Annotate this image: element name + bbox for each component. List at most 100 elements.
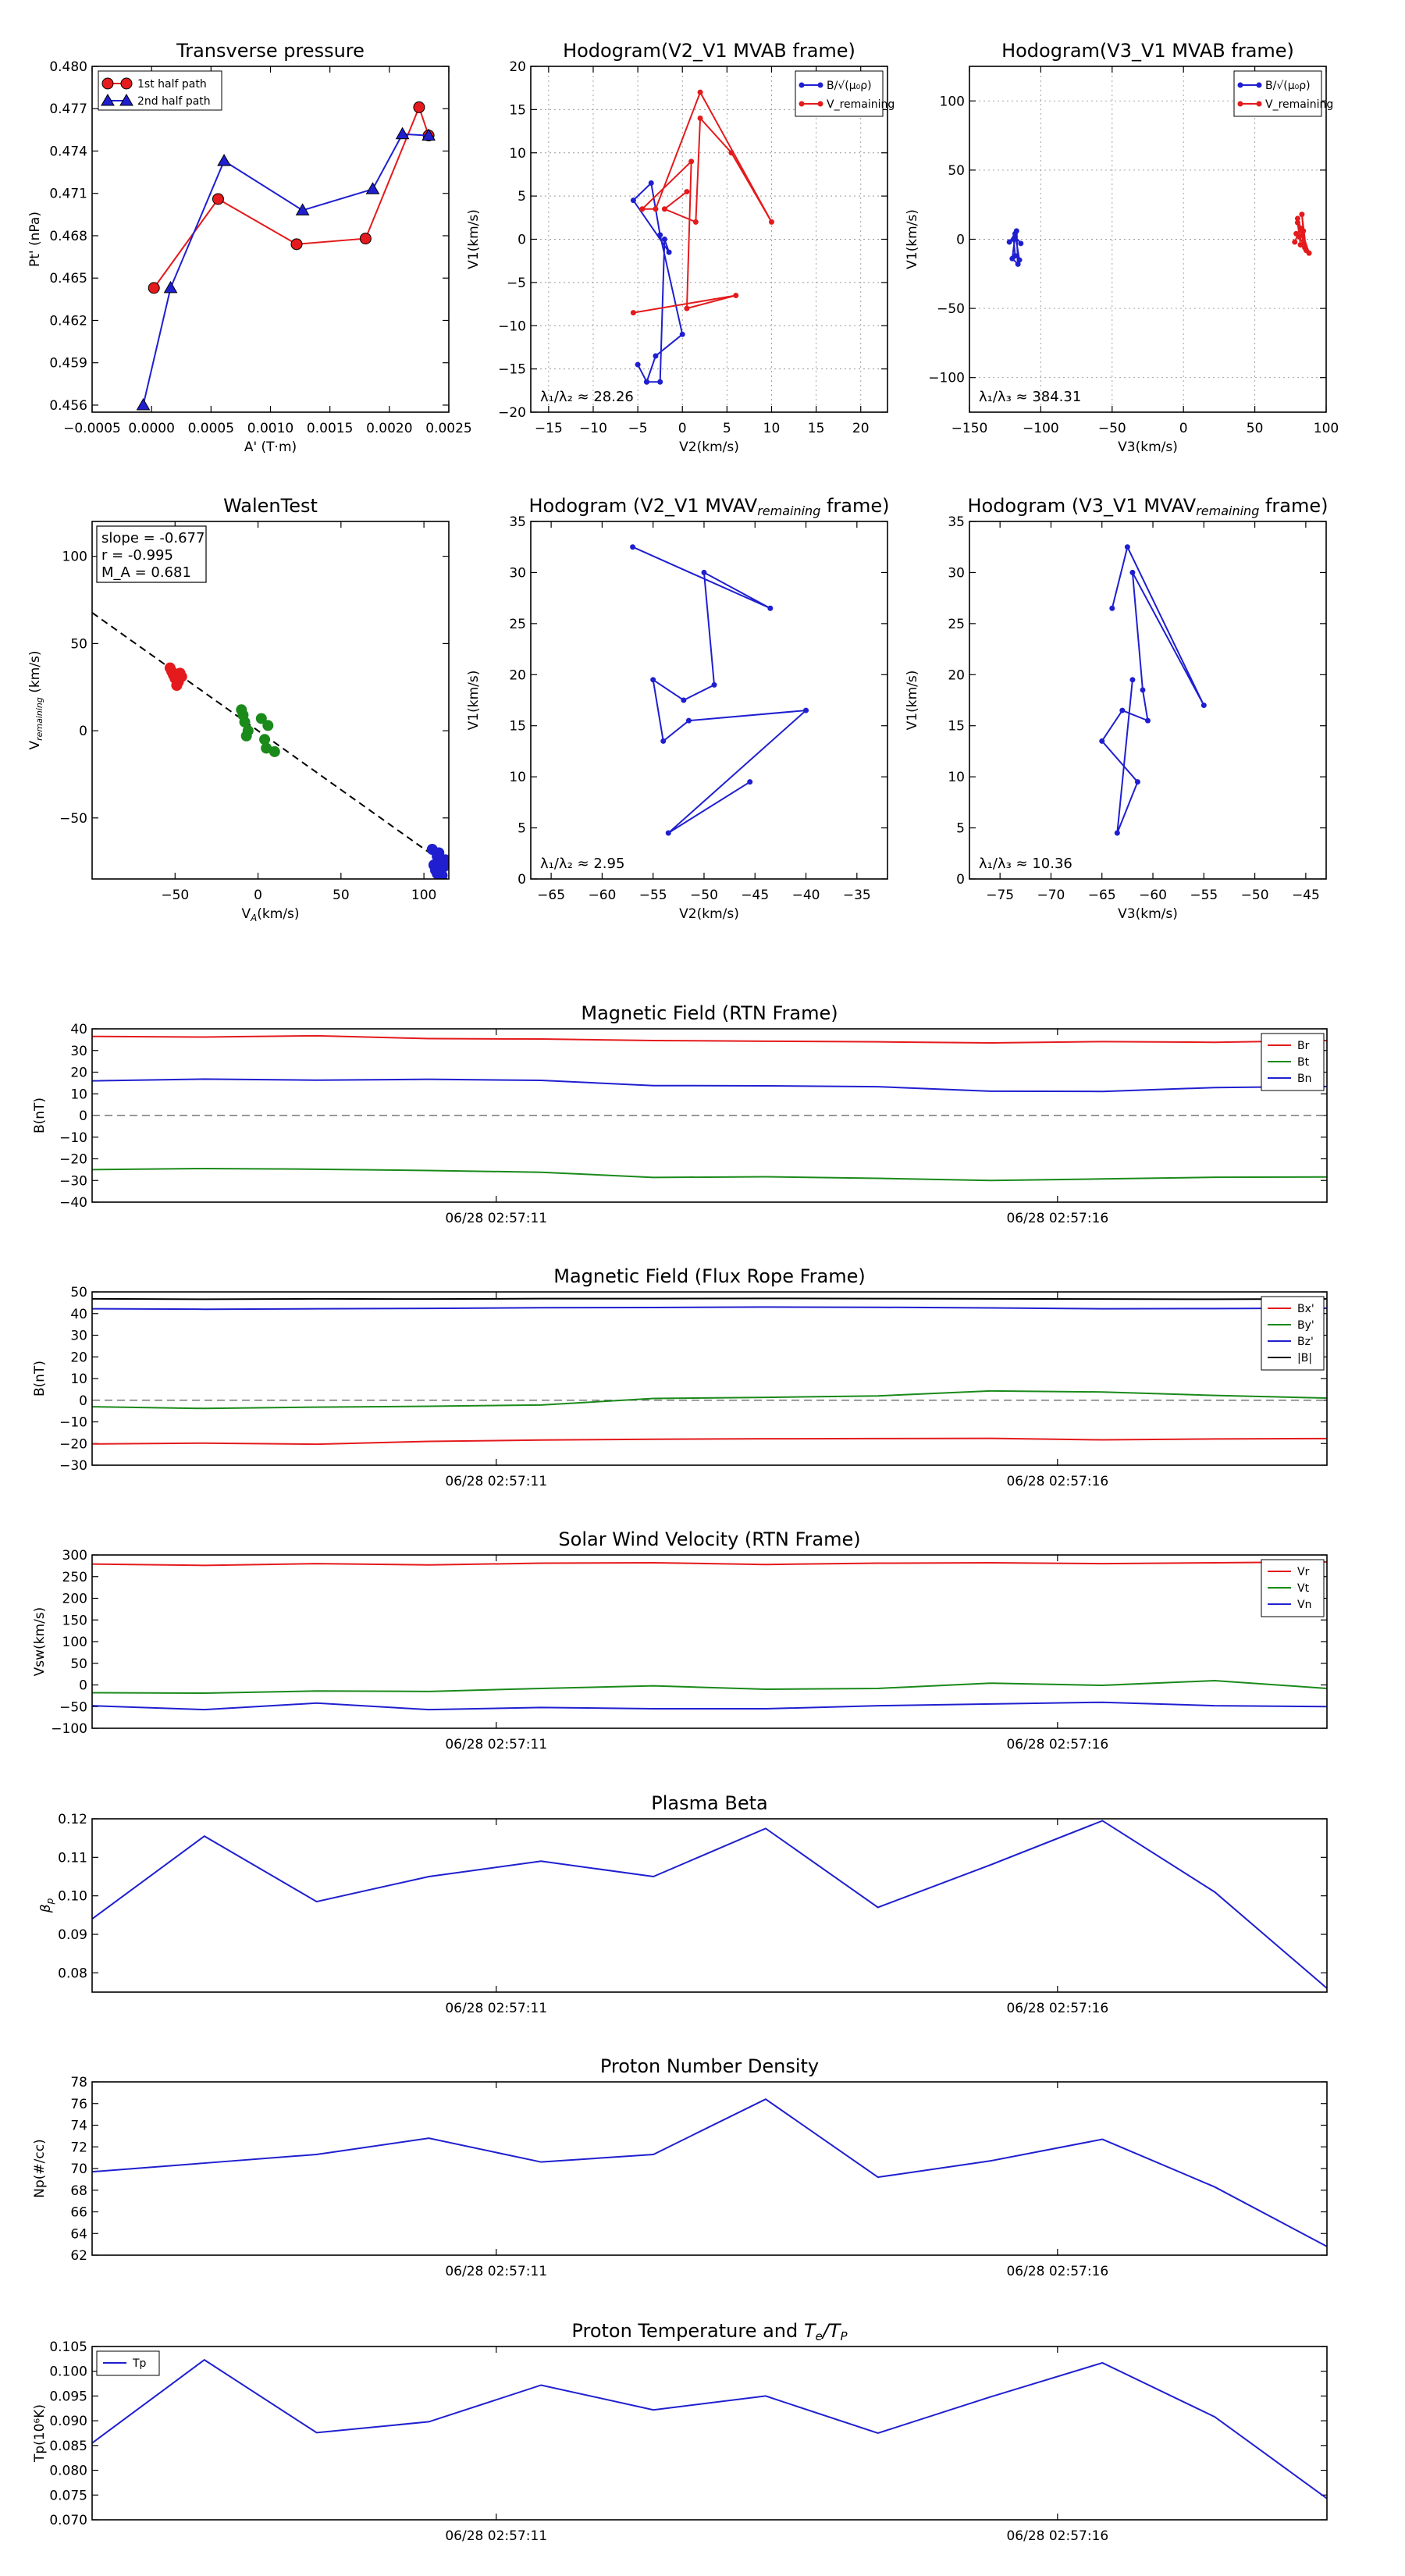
x-tick-label: −50 bbox=[161, 888, 189, 903]
series-line bbox=[142, 133, 429, 406]
y-tick-label: 0.08 bbox=[58, 1966, 87, 1981]
data-point bbox=[1109, 605, 1115, 611]
y-tick-label: 30 bbox=[509, 565, 526, 581]
x-axis-label: A' (T·m) bbox=[244, 439, 297, 455]
y-tick-label: 78 bbox=[70, 2075, 87, 2090]
scatter-point bbox=[261, 742, 272, 754]
chart-pt: 0.456 0.459 0.462 0.465 0.468 0.471 0.474 0.477… bbox=[27, 40, 472, 455]
stats-line: M_A = 0.681 bbox=[101, 564, 191, 581]
y-tick-label: 300 bbox=[62, 1548, 87, 1564]
x-tick-label: 50 bbox=[1247, 421, 1264, 436]
data-point bbox=[688, 158, 695, 165]
title-subscript: P bbox=[841, 2329, 848, 2343]
legend-label: Bt bbox=[1297, 1056, 1310, 1069]
legend-marker bbox=[120, 77, 133, 90]
y-tick-label: 68 bbox=[70, 2183, 87, 2199]
chart-h21: −20 −15 −10 −5 0 5 10 15 20 −15 −10 −5 0 5 10 15 20 Hodog… bbox=[466, 40, 895, 455]
x-tick-label: 0 bbox=[1179, 421, 1188, 436]
y-tick-label: −100 bbox=[928, 371, 965, 386]
series-line-Bt bbox=[92, 1167, 1327, 1182]
x-tick-label: 06/28 02:57:11 bbox=[445, 2528, 547, 2544]
y-tick-label: 0.080 bbox=[49, 2464, 87, 2479]
series-line bbox=[1101, 544, 1205, 834]
data-point bbox=[630, 310, 636, 316]
chart-title: Hodogram(V2_V1 MVAB frame) bbox=[563, 40, 855, 62]
plot-frame bbox=[91, 521, 450, 880]
data-point bbox=[395, 126, 410, 140]
y-tick-label: 0 bbox=[79, 724, 87, 739]
data-point bbox=[212, 193, 224, 205]
series-line-Bn bbox=[92, 1078, 1327, 1093]
scatter-point bbox=[176, 671, 187, 682]
y-tick-label: 50 bbox=[948, 163, 965, 179]
y-tick-label: 0.480 bbox=[49, 59, 87, 75]
y-tick-label: 0 bbox=[956, 233, 965, 248]
x-tick-label: −50 bbox=[1241, 888, 1269, 903]
y-tick-label: 50 bbox=[70, 1656, 87, 1672]
legend-marker bbox=[799, 82, 805, 88]
y-axis-label: V1(km/s) bbox=[466, 209, 482, 269]
plot-frame bbox=[91, 2346, 1328, 2521]
y-axis-label: V1(km/s) bbox=[905, 209, 920, 269]
legend-marker bbox=[799, 101, 805, 107]
data-point bbox=[217, 154, 231, 166]
y-tick-label: 0.090 bbox=[49, 2414, 87, 2429]
y-tick-label: 0 bbox=[518, 233, 526, 248]
series-line-Np bbox=[92, 2098, 1327, 2247]
data-point bbox=[660, 738, 667, 744]
y-tick-label: 20 bbox=[948, 667, 965, 683]
scatter-point bbox=[433, 847, 445, 859]
y-tick-label: −10 bbox=[59, 1130, 87, 1146]
y-tick-label: −30 bbox=[59, 1458, 87, 1474]
data-point bbox=[413, 101, 425, 113]
legend-label: 1st half path bbox=[137, 78, 207, 91]
series-line-Br bbox=[92, 1034, 1327, 1044]
legend-label: By' bbox=[1297, 1319, 1314, 1332]
y-tick-label: 0.465 bbox=[49, 271, 87, 286]
series-line-Vt bbox=[92, 1679, 1327, 1695]
y-tick-label: 40 bbox=[70, 1307, 87, 1322]
plot-frame bbox=[530, 66, 888, 413]
chart-title: Proton Temperature and Te/TP bbox=[571, 2320, 848, 2343]
plot-frame bbox=[91, 1028, 1328, 1203]
y-tick-label: 0.10 bbox=[58, 1889, 87, 1905]
data-point bbox=[665, 830, 671, 836]
data-point bbox=[697, 89, 703, 95]
y-tick-label: 0 bbox=[956, 872, 965, 888]
stats-line: slope = -0.677 bbox=[101, 530, 205, 546]
y-tick-label: 0.095 bbox=[49, 2389, 87, 2404]
data-point bbox=[657, 232, 663, 238]
y-tick-label: −20 bbox=[498, 405, 526, 421]
chart-vsw: −100 −50 0 50 100 150 200 250 300 06/28 02:57:11 0… bbox=[32, 1528, 1328, 1752]
x-tick-label: −60 bbox=[588, 888, 616, 903]
chart-brtn: −40 −30 −20 −10 0 10 20 30 40 06/28 02:57:11 06/28… bbox=[32, 1002, 1328, 1226]
y-tick-label: 10 bbox=[70, 1087, 87, 1102]
data-point bbox=[1145, 717, 1151, 724]
label-part: V bbox=[27, 741, 43, 750]
title-part: /T bbox=[821, 2320, 842, 2342]
x-tick-label: −150 bbox=[951, 421, 988, 436]
data-point bbox=[661, 237, 667, 242]
data-point bbox=[1006, 239, 1012, 245]
y-tick-label: 150 bbox=[62, 1613, 87, 1628]
label-part: (km/s) bbox=[27, 650, 43, 697]
eigenvalue-ratio-label: λ₁/λ₃ ≈ 384.31 bbox=[979, 389, 1081, 405]
x-tick-label: −65 bbox=[537, 888, 565, 903]
y-tick-label: −50 bbox=[59, 811, 87, 827]
y-tick-label: 100 bbox=[62, 550, 87, 565]
y-tick-label: 10 bbox=[948, 770, 965, 785]
x-tick-label: 06/28 02:57:16 bbox=[1006, 2001, 1108, 2016]
x-tick-label: 06/28 02:57:16 bbox=[1006, 1737, 1108, 1752]
data-point bbox=[768, 219, 774, 225]
x-tick-label: −100 bbox=[1023, 421, 1059, 436]
y-axis-label: V1(km/s) bbox=[905, 671, 920, 731]
data-point bbox=[684, 305, 690, 311]
y-axis-label: B(nT) bbox=[32, 1098, 48, 1133]
x-tick-label: −15 bbox=[535, 421, 563, 436]
chart-title: Hodogram (V3_V1 MVAVremaining frame) bbox=[967, 495, 1328, 518]
y-tick-label: 0.474 bbox=[49, 144, 87, 159]
data-point bbox=[1018, 240, 1024, 247]
label-subscript: p bbox=[44, 1898, 55, 1905]
